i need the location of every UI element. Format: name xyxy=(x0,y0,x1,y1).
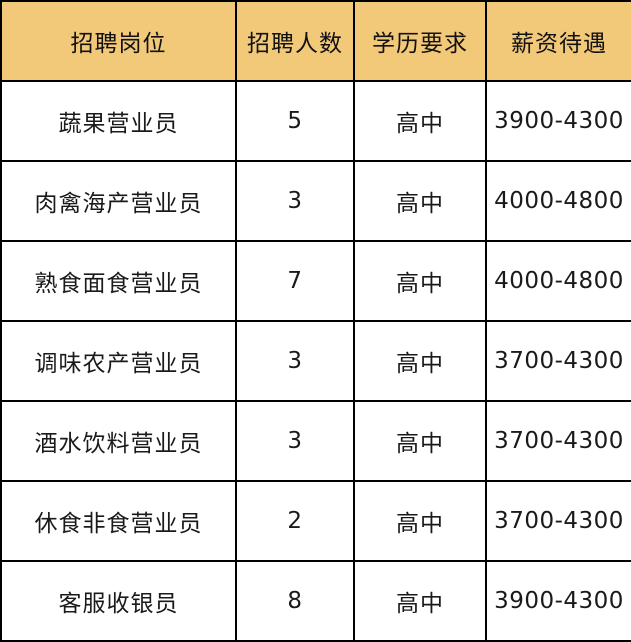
education-cell: 高中 xyxy=(353,320,487,402)
education-cell: 高中 xyxy=(353,480,487,562)
salary-cell: 3700-4300 xyxy=(485,320,631,402)
job-title-cell: 酒水饮料营业员 xyxy=(0,400,237,482)
education-cell: 高中 xyxy=(353,240,487,322)
job-title-cell: 熟食面食营业员 xyxy=(0,240,237,322)
education-cell: 高中 xyxy=(353,560,487,642)
salary-cell: 4000-4800 xyxy=(485,160,631,242)
job-title-cell: 调味农产营业员 xyxy=(0,320,237,402)
job-title-cell: 客服收银员 xyxy=(0,560,237,642)
headcount-cell: 3 xyxy=(235,400,355,482)
table-row: 酒水饮料营业员 3 高中 3700-4300 xyxy=(0,400,631,482)
headcount-cell: 8 xyxy=(235,560,355,642)
job-title-cell: 肉禽海产营业员 xyxy=(0,160,237,242)
salary-cell: 3700-4300 xyxy=(485,400,631,482)
table-header-row: 招聘岗位 招聘人数 学历要求 薪资待遇 xyxy=(0,0,631,82)
education-cell: 高中 xyxy=(353,400,487,482)
table-row: 肉禽海产营业员 3 高中 4000-4800 xyxy=(0,160,631,242)
header-cell-salary: 薪资待遇 xyxy=(485,0,631,82)
job-title-cell: 休食非食营业员 xyxy=(0,480,237,562)
header-cell-education: 学历要求 xyxy=(353,0,487,82)
salary-cell: 3900-4300 xyxy=(485,560,631,642)
salary-cell: 3900-4300 xyxy=(485,80,631,162)
headcount-cell: 3 xyxy=(235,320,355,402)
headcount-cell: 5 xyxy=(235,80,355,162)
headcount-cell: 7 xyxy=(235,240,355,322)
table-row: 熟食面食营业员 7 高中 4000-4800 xyxy=(0,240,631,322)
table-row: 调味农产营业员 3 高中 3700-4300 xyxy=(0,320,631,402)
table-row: 休食非食营业员 2 高中 3700-4300 xyxy=(0,480,631,562)
education-cell: 高中 xyxy=(353,160,487,242)
headcount-cell: 3 xyxy=(235,160,355,242)
header-cell-position: 招聘岗位 xyxy=(0,0,237,82)
education-cell: 高中 xyxy=(353,80,487,162)
header-cell-headcount: 招聘人数 xyxy=(235,0,355,82)
table-row: 客服收银员 8 高中 3900-4300 xyxy=(0,560,631,642)
headcount-cell: 2 xyxy=(235,480,355,562)
salary-cell: 4000-4800 xyxy=(485,240,631,322)
job-title-cell: 蔬果营业员 xyxy=(0,80,237,162)
table-row: 蔬果营业员 5 高中 3900-4300 xyxy=(0,80,631,162)
salary-cell: 3700-4300 xyxy=(485,480,631,562)
